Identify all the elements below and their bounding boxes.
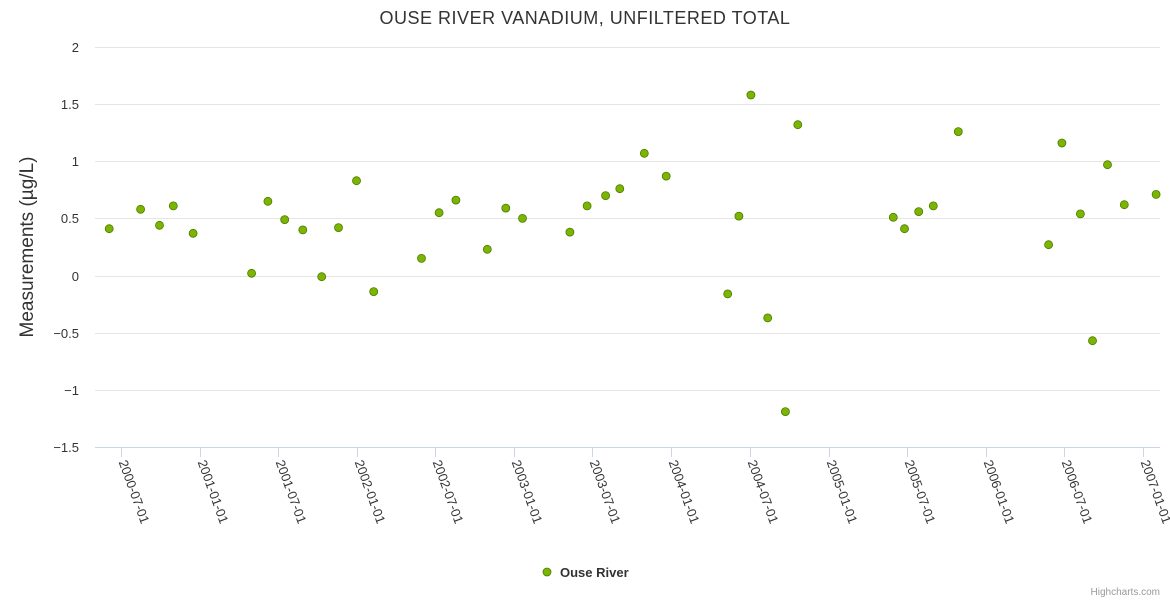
data-point[interactable] bbox=[781, 407, 790, 417]
x-tick-label: 2000-07-01 bbox=[116, 458, 153, 526]
data-point[interactable] bbox=[615, 184, 625, 194]
y-tick-label: −1 bbox=[64, 383, 79, 398]
data-point[interactable] bbox=[518, 213, 527, 223]
data-point[interactable] bbox=[565, 227, 575, 237]
data-point[interactable] bbox=[914, 207, 924, 217]
data-point[interactable] bbox=[582, 201, 592, 211]
y-tick-label: −0.5 bbox=[53, 326, 79, 341]
x-tick-label: 2003-07-01 bbox=[587, 458, 624, 526]
data-point[interactable] bbox=[661, 171, 671, 181]
credits-link[interactable]: Highcharts.com bbox=[1091, 587, 1160, 598]
data-point[interactable] bbox=[639, 148, 649, 158]
data-point[interactable] bbox=[793, 120, 803, 130]
data-point[interactable] bbox=[1151, 189, 1161, 199]
data-point[interactable] bbox=[888, 212, 898, 222]
data-point[interactable] bbox=[280, 215, 290, 225]
y-tick-label: 2 bbox=[72, 40, 79, 55]
data-point[interactable] bbox=[723, 289, 733, 299]
x-tick-label: 2006-01-01 bbox=[981, 458, 1018, 526]
data-point[interactable] bbox=[601, 191, 610, 201]
data-point[interactable] bbox=[482, 244, 492, 254]
y-axis-title: Measurements (µg/L) bbox=[17, 157, 38, 338]
data-point[interactable] bbox=[369, 287, 379, 297]
data-point[interactable] bbox=[746, 90, 756, 100]
data-point[interactable] bbox=[1088, 336, 1097, 346]
data-point[interactable] bbox=[417, 253, 426, 263]
y-tick-label: 1 bbox=[72, 154, 79, 169]
data-point[interactable] bbox=[317, 272, 327, 282]
data-point[interactable] bbox=[763, 313, 773, 323]
y-tick-label: 1.5 bbox=[61, 97, 79, 112]
data-point[interactable] bbox=[188, 228, 198, 238]
data-point[interactable] bbox=[352, 176, 361, 186]
x-tick-label: 2001-07-01 bbox=[273, 458, 310, 526]
data-point[interactable] bbox=[953, 127, 963, 137]
legend-item-ouse-river[interactable]: Ouse River bbox=[560, 565, 629, 580]
data-point[interactable] bbox=[104, 224, 114, 234]
x-tick-label: 2003-01-01 bbox=[509, 458, 546, 526]
chart-title: OUSE RIVER VANADIUM, UNFILTERED TOTAL bbox=[380, 8, 791, 28]
data-point[interactable] bbox=[734, 211, 744, 221]
x-tick-label: 2005-01-01 bbox=[824, 458, 861, 526]
data-point[interactable] bbox=[263, 196, 273, 206]
data-point[interactable] bbox=[928, 201, 938, 211]
series-ouse-river bbox=[104, 90, 1161, 417]
data-point[interactable] bbox=[155, 220, 164, 230]
legend[interactable]: Ouse River bbox=[542, 565, 629, 580]
data-point[interactable] bbox=[247, 268, 257, 278]
data-point[interactable] bbox=[168, 201, 178, 211]
y-tick-label: 0.5 bbox=[61, 211, 79, 226]
data-point[interactable] bbox=[1119, 200, 1129, 210]
x-tick-label: 2007-01-01 bbox=[1138, 458, 1170, 526]
data-point[interactable] bbox=[1057, 138, 1067, 148]
legend-marker bbox=[542, 567, 552, 577]
x-tick-label: 2004-01-01 bbox=[666, 458, 703, 526]
x-tick-label: 2002-07-01 bbox=[430, 458, 467, 526]
y-tick-label: 0 bbox=[72, 269, 79, 284]
data-point[interactable] bbox=[900, 224, 909, 234]
data-point[interactable] bbox=[136, 204, 146, 214]
x-tick-label: 2002-01-01 bbox=[352, 458, 389, 526]
data-point[interactable] bbox=[1103, 160, 1112, 170]
x-tick-label: 2004-07-01 bbox=[745, 458, 782, 526]
y-axis-ticks: 2 1.5 1 0.5 0 −0.5 −1 −1.5 bbox=[53, 40, 79, 455]
x-tick-label: 2006-07-01 bbox=[1059, 458, 1096, 526]
data-point[interactable] bbox=[298, 225, 308, 235]
y-tick-label: −1.5 bbox=[53, 440, 79, 455]
grid-lines bbox=[95, 47, 1160, 391]
data-point[interactable] bbox=[1076, 209, 1085, 219]
x-axis-ticks: 2000-07-01 2001-01-01 2001-07-01 2002-01-01… bbox=[116, 447, 1170, 526]
data-point[interactable] bbox=[501, 203, 511, 213]
x-tick-label: 2001-01-01 bbox=[195, 458, 232, 526]
data-point[interactable] bbox=[434, 208, 444, 218]
x-tick-label: 2005-07-01 bbox=[902, 458, 939, 526]
data-point[interactable] bbox=[451, 195, 461, 205]
data-point[interactable] bbox=[1044, 240, 1053, 250]
data-point[interactable] bbox=[334, 223, 343, 233]
